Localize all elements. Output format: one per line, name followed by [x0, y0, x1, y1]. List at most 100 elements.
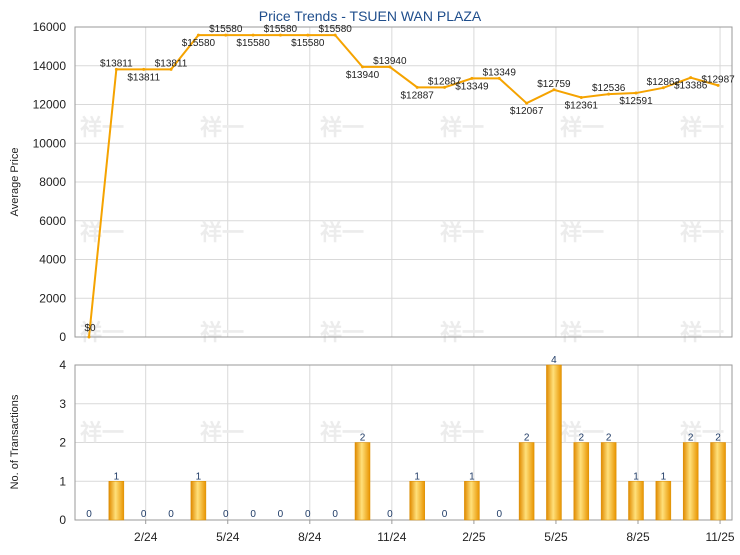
- watermark-glyph: 祥一: [200, 320, 244, 345]
- transaction-bar: [518, 442, 535, 521]
- transaction-bar: [190, 481, 207, 521]
- price-y-tick: 10000: [33, 136, 67, 150]
- price-y-tick: 4000: [39, 253, 66, 267]
- watermark-glyph: 祥一: [200, 420, 244, 445]
- price-data-label: $12862: [647, 77, 681, 88]
- transaction-bar: [354, 442, 371, 521]
- price-data-label: $15580: [182, 38, 216, 49]
- watermark-glyph: 祥一: [200, 220, 244, 245]
- watermark-glyph: 祥一: [320, 420, 364, 445]
- price-line: $0 $13811 $13811 $13811 $15580 $15580 $15580 $1…: [84, 24, 735, 339]
- x-tick-label: 8/25: [626, 530, 650, 544]
- price-data-label: $13811: [155, 58, 188, 69]
- transaction-count-label: 0: [223, 509, 229, 520]
- price-point: [169, 67, 173, 71]
- price-y-tick: 2000: [39, 291, 66, 305]
- price-point: [196, 33, 200, 37]
- price-data-label: $13349: [455, 81, 489, 92]
- transaction-count-label: 1: [469, 471, 475, 482]
- chart-title: Price Trends - TSUEN WAN PLAZA: [259, 8, 482, 24]
- transaction-count-label: 2: [360, 433, 366, 444]
- transaction-count-label: 1: [661, 471, 667, 482]
- transactions-y-tick: 0: [59, 513, 66, 527]
- watermark-glyph: 祥一: [80, 220, 124, 245]
- watermark-glyph: 祥一: [680, 420, 724, 445]
- watermark-glyph: 祥一: [80, 320, 124, 345]
- watermark-glyph: 祥一: [680, 115, 724, 140]
- transaction-count-label: 2: [688, 433, 694, 444]
- price-point: [224, 33, 228, 37]
- transactions-axis-title: No. of Transactions: [9, 394, 21, 489]
- price-data-label: $12887: [428, 76, 462, 87]
- transaction-bar: [628, 481, 644, 521]
- transaction-count-label: 2: [579, 433, 585, 444]
- price-data-label: $0: [84, 323, 96, 334]
- transactions-y-tick: 4: [59, 358, 66, 372]
- price-data-label: $15580: [209, 24, 243, 35]
- price-point: [552, 88, 556, 92]
- price-series-line: [88, 34, 719, 338]
- price-data-label: $12987: [701, 74, 735, 85]
- price-data-label: $13811: [100, 58, 133, 69]
- x-tick-label: 11/25: [705, 530, 734, 544]
- watermark-glyph: 祥一: [80, 115, 124, 140]
- watermark-glyph: 祥一: [680, 220, 724, 245]
- price-y-tick: 14000: [33, 59, 67, 73]
- price-point: [388, 65, 392, 69]
- watermark-glyph: 祥一: [440, 220, 484, 245]
- transaction-count-label: 1: [414, 471, 420, 482]
- price-data-label: $13940: [346, 70, 380, 81]
- price-point: [415, 85, 419, 89]
- price-point: [361, 65, 364, 69]
- watermark-glyph: 祥一: [440, 320, 484, 345]
- price-data-label: $15580: [291, 38, 325, 49]
- transaction-bar: [573, 442, 590, 521]
- watermark-glyph: 祥一: [320, 320, 364, 345]
- transaction-count-label: 0: [86, 509, 92, 520]
- watermark-glyph: 祥一: [440, 115, 484, 140]
- price-axis-title: Average Price: [9, 148, 21, 217]
- price-y-tick: 12000: [33, 98, 67, 112]
- watermark-glyph: 祥一: [560, 115, 604, 140]
- x-tick-label: 2/25: [462, 530, 486, 544]
- transaction-count-label: 0: [387, 509, 393, 520]
- x-tick-label: 2/24: [134, 530, 158, 544]
- price-data-label: $13940: [373, 56, 407, 67]
- transaction-count-label: 0: [332, 509, 338, 520]
- watermark-glyph: 祥一: [80, 420, 124, 445]
- price-y-tick: 16000: [33, 20, 67, 34]
- transaction-bar: [409, 481, 425, 521]
- transaction-count-label: 4: [551, 355, 557, 366]
- price-gridlines: [75, 26, 732, 338]
- x-tick-label: 11/24: [377, 530, 406, 544]
- watermark-glyph: 祥一: [320, 115, 364, 140]
- price-point: [278, 33, 282, 37]
- transaction-count-label: 0: [496, 509, 502, 520]
- transactions-y-tick: 2: [59, 436, 66, 450]
- price-data-label: $12759: [537, 79, 571, 90]
- x-tick-label: 5/24: [216, 530, 240, 544]
- price-y-tick: 8000: [39, 175, 66, 189]
- transactions-plot-area: [74, 364, 733, 521]
- watermark-glyph: 祥一: [560, 220, 604, 245]
- transaction-count-label: 2: [524, 433, 530, 444]
- price-data-label: $12536: [592, 83, 626, 94]
- transaction-count-label: 2: [715, 433, 721, 444]
- price-data-label: $13811: [127, 72, 160, 83]
- transaction-bar: [710, 442, 726, 521]
- watermark-glyph: 祥一: [320, 220, 364, 245]
- transaction-count-label: 0: [278, 509, 284, 520]
- transaction-count-label: 0: [168, 509, 174, 520]
- price-point: [443, 85, 447, 89]
- watermark-glyph: 祥一: [560, 420, 604, 445]
- watermark-glyph: 祥一: [200, 115, 244, 140]
- price-data-label: $12887: [401, 90, 435, 101]
- transaction-bars: 0 1 0 0 1 0 0 0 0 0 2 0 1 0 1 0 2 4 2 2 1 1 2 2: [86, 355, 726, 521]
- price-data-label: $15580: [236, 38, 270, 49]
- transactions-y-tick: 3: [59, 397, 66, 411]
- price-point: [333, 33, 337, 37]
- transaction-count-label: 1: [633, 471, 639, 482]
- price-data-label: $13386: [674, 81, 708, 92]
